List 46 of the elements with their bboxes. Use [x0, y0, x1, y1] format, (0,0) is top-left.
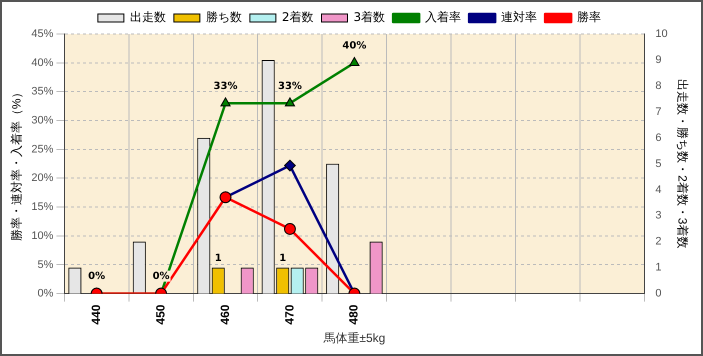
y2-tick-label: 5 — [655, 158, 662, 170]
data-label: 0% — [88, 271, 106, 282]
y2-axis-title: 出走数・勝ち数・2着数・3着数 — [675, 79, 690, 248]
data-label: 40% — [342, 40, 366, 52]
y-tick-label: 20% — [31, 172, 54, 184]
y-tick-label: 35% — [31, 86, 54, 98]
y2-tick-label: 6 — [655, 132, 662, 144]
legend-label: 連対率 — [501, 10, 538, 24]
x-tick-label: 480 — [346, 304, 361, 325]
y2-tick-label: 9 — [655, 54, 662, 66]
legend-label: 勝率 — [577, 10, 602, 24]
data-label: 33% — [278, 80, 302, 92]
legend-label: 3着数 — [354, 10, 386, 24]
legend-label: 勝ち数 — [206, 10, 242, 24]
y-tick-label: 25% — [31, 143, 54, 156]
y-axis-title: 勝率・連対率・入着率（%） — [10, 86, 24, 242]
y2-tick-label: 3 — [655, 210, 662, 222]
y2-tick-label: 1 — [655, 262, 662, 274]
point — [220, 97, 231, 106]
y2-tick-label: 10 — [655, 28, 668, 40]
legend-label: 出走数 — [130, 10, 166, 24]
y-tick-label: 10% — [31, 230, 54, 242]
x-tick-label: 440 — [88, 304, 103, 325]
x-tick-label: 470 — [282, 304, 296, 325]
x-tick-label: 450 — [153, 304, 168, 325]
legend-label: 入着率 — [425, 10, 462, 24]
data-label: 0% — [152, 271, 170, 282]
y-tick-label: 40% — [31, 56, 54, 69]
y-tick-label: 45% — [31, 28, 54, 40]
data-label: 33% — [214, 80, 238, 92]
point — [349, 57, 360, 66]
legend-label: 2着数 — [282, 10, 314, 24]
y2-tick-label: 4 — [655, 184, 662, 196]
x-axis-title: 馬体重±5kg — [322, 331, 386, 346]
y2-tick-label: 0 — [655, 288, 662, 300]
y-tick-label: 0% — [38, 288, 54, 300]
y-tick-label: 5% — [38, 258, 54, 271]
point — [284, 97, 296, 106]
y-tick-label: 15% — [31, 201, 54, 214]
data-label: 1 — [279, 253, 286, 264]
data-label: 1 — [214, 253, 222, 264]
y2-tick-label: 2 — [655, 236, 662, 248]
x-tick-label: 460 — [218, 304, 232, 325]
y2-tick-label: 7 — [655, 106, 662, 118]
y-tick-label: 30% — [31, 114, 54, 127]
y2-tick-label: 8 — [655, 80, 662, 92]
